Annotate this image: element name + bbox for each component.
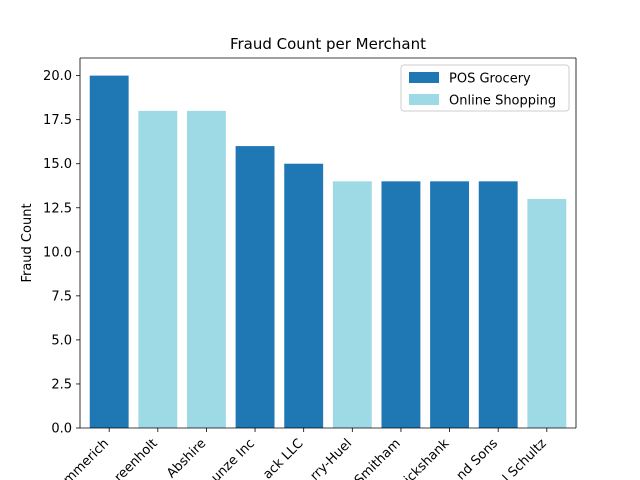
y-tick-label-7: 17.5 (43, 113, 72, 128)
x-tick-label-0: mmerich (61, 436, 112, 480)
bar-3 (186, 110, 226, 429)
x-tick-label-5: rry-Huel (308, 436, 356, 480)
x-tick-label-8: nd Sons (454, 436, 501, 480)
legend-swatch-2 (409, 94, 439, 105)
x-tick-label-7: ickshank (401, 436, 452, 480)
bar-2 (138, 110, 178, 429)
x-tick-label-1: reenholt (112, 436, 161, 480)
bar-1 (89, 75, 129, 429)
legend-frame (400, 64, 570, 112)
x-tick-label-2: Abshire (164, 436, 209, 480)
bar-8 (430, 181, 470, 428)
x-tick-label-9: l Schultz (500, 436, 550, 480)
y-tick-label-5: 12.5 (43, 201, 72, 216)
x-tick-label-3: unze Inc (209, 436, 258, 480)
bar-7 (381, 181, 421, 428)
bars-layer (89, 75, 567, 429)
bar-6 (332, 181, 372, 428)
legend-label-2: Online Shopping (449, 94, 556, 109)
y-tick-label-6: 15.0 (43, 157, 72, 172)
x-tick-label-4: ack LLC (260, 436, 306, 480)
y-tick-label-2: 5.0 (51, 333, 72, 348)
y-tick-label-4: 10.0 (43, 245, 72, 260)
y-tick-label-1: 2.5 (51, 377, 72, 392)
y-tick-label-8: 20.0 (43, 69, 72, 84)
bar-5 (284, 163, 324, 428)
bar-10 (527, 198, 567, 428)
y-tick-label-3: 7.5 (51, 289, 72, 304)
legend-label-1: POS Grocery (449, 72, 531, 87)
chart-title: Fraud Count per Merchant (230, 35, 426, 53)
bar-9 (478, 181, 518, 428)
bar-4 (235, 146, 275, 428)
legend-swatch-1 (409, 72, 439, 83)
y-tick-label-0: 0.0 (51, 422, 72, 437)
legend: POS Grocery Online Shopping (400, 64, 570, 112)
y-axis-label: Fraud Count (20, 203, 35, 282)
x-tick-label-6: Smitham (352, 436, 404, 480)
